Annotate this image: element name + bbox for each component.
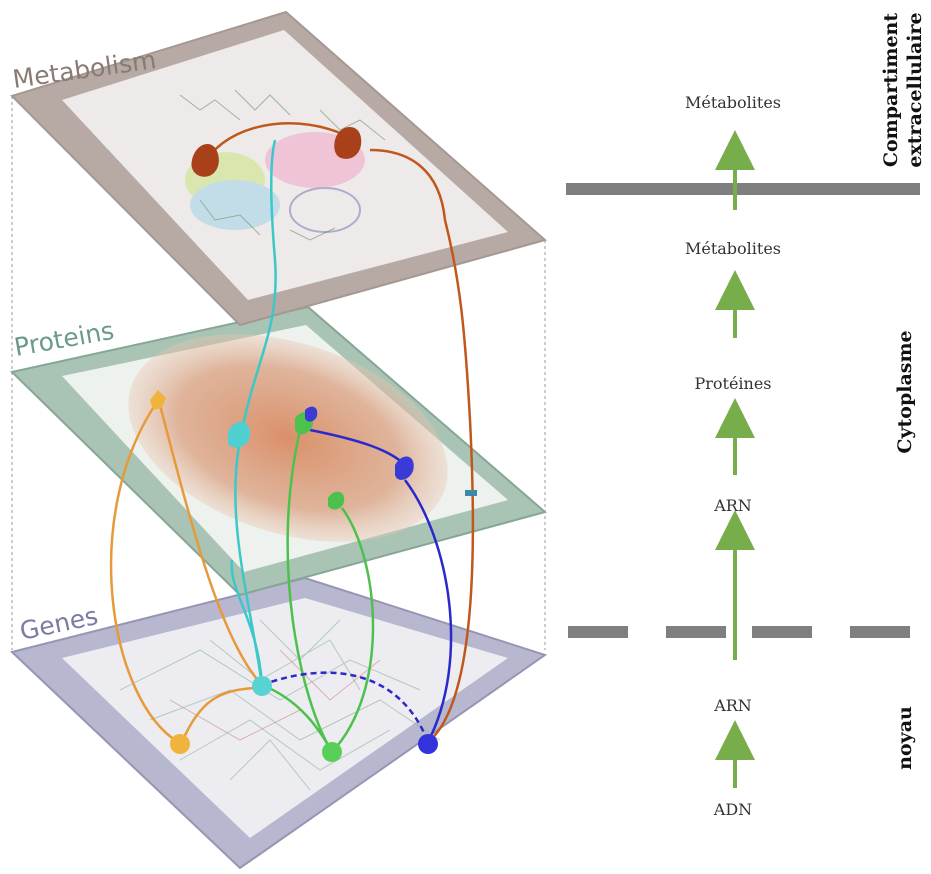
gene-node-cyan [252,676,272,696]
protein-interaction-cloud [128,334,448,542]
gene-node-green [322,742,342,762]
green-link [331,507,375,753]
protein-node-orange [150,390,166,410]
brown-link-top [209,122,346,156]
label-metabolites-cytoplasm: Métabolites [685,239,781,258]
brown-link-long [369,148,475,743]
cell-flow-diagram: Métabolites Métabolites Protéines ARN AR… [566,12,926,819]
protein-node-blue [305,406,318,422]
cell-membrane [566,183,920,195]
blue-link [403,479,453,743]
cyan-link-2 [230,559,264,686]
label-noyau: noyau [894,706,916,770]
orange-link-left [109,404,179,744]
label-metabolites-extracellular: Métabolites [685,93,781,112]
label-extracellulaire: extracellulaire [904,12,926,167]
gene-nodes [170,676,438,762]
enzyme-node-left [191,143,219,177]
label-cytoplasme: Cytoplasme [894,330,916,453]
gene-node-blue [418,734,438,754]
label-compartiment: Compartiment [880,13,902,168]
green-link-2 [286,429,334,753]
label-adn: ADN [713,800,752,819]
gene-network-texture [119,619,441,791]
protein-nodes [150,390,477,510]
genes-plane: Genes [9,576,548,870]
protein-node-blue-2 [395,456,414,480]
metabolism-plane: Metabolism [10,10,548,327]
label-proteines: Protéines [694,374,771,393]
protein-node-green-2 [328,491,345,510]
orange-link-right [180,686,256,743]
protein-node-cyan [228,421,250,448]
cyan-link [234,139,277,686]
cross-layer-links [109,122,475,753]
label-arn-nucleus: ARN [713,696,752,715]
enzyme-node-right [334,126,362,159]
metabolism-nodes [191,126,362,177]
label-arn-cytoplasm: ARN [713,496,752,515]
metabolic-pathway-lines [179,89,386,241]
gene-network-red-links [169,649,381,741]
blue-link-dashed [261,671,430,743]
proteins-plane: Proteins [9,305,548,597]
gene-node-orange [170,734,190,754]
orange-link-up [158,404,263,686]
nuclear-membrane [568,626,910,638]
protein-node-small [465,490,477,496]
